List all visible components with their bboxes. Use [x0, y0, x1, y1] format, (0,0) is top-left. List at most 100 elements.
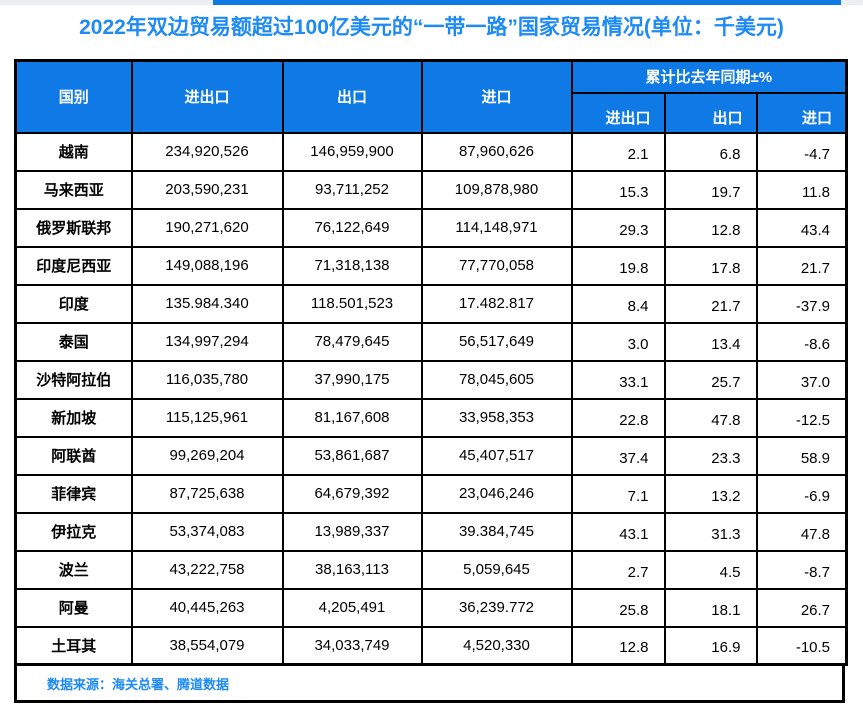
country-cell: 印度尼西亚 [14, 245, 133, 286]
trade-table: 国别 进出口 出口 进口 累计比去年同期±% 进出口 出口 进口 越南 234,9… [14, 59, 849, 666]
total-value-cell: 149,088,196 [130, 245, 284, 286]
trade-table-container: 国别 进出口 出口 进口 累计比去年同期±% 进出口 出口 进口 越南 234,9… [14, 59, 849, 703]
yoy-total-cell: 3.0 [570, 321, 666, 362]
total-value-cell: 134,997,294 [130, 321, 284, 362]
table-row: 新加坡 115,125,961 81,167,608 33,958,353 22.8 47… [14, 397, 848, 438]
total-value-cell: 43,222,758 [130, 549, 284, 590]
table-row: 菲律宾 87,725,638 64,679,392 23,046,246 7.1 13.2… [14, 473, 848, 514]
yoy-total-cell: 2.1 [570, 131, 666, 172]
yoy-total-cell: 12.8 [570, 625, 666, 666]
total-value-cell: 190,271,620 [130, 207, 284, 248]
yoy-export-cell: 23.3 [663, 435, 758, 476]
import-value-cell: 77,770,058 [420, 245, 573, 286]
source-row: 数据来源：海关总署、腾道数据 [14, 666, 845, 703]
country-cell: 泰国 [14, 321, 133, 362]
yoy-import-cell: -4.7 [755, 131, 848, 172]
yoy-total-cell: 2.7 [570, 549, 666, 590]
import-value-cell: 78,045,605 [420, 359, 573, 400]
import-value-cell: 23,046,246 [420, 473, 573, 514]
yoy-import-cell: 43.4 [755, 207, 848, 248]
country-cell: 印度 [14, 283, 133, 324]
yoy-import-cell: 11.8 [755, 169, 848, 210]
import-value-cell: 114,148,971 [420, 207, 573, 248]
yoy-import-cell: -8.7 [755, 549, 848, 590]
import-value-cell: 4,520,330 [420, 625, 573, 666]
country-cell: 阿联酋 [14, 435, 133, 476]
export-value-cell: 81,167,608 [281, 397, 423, 438]
export-value-cell: 37,990,175 [281, 359, 423, 400]
export-value-cell: 78,479,645 [281, 321, 423, 362]
country-cell: 俄罗斯联邦 [14, 207, 133, 248]
yoy-import-cell: 47.8 [755, 511, 848, 552]
import-value-cell: 87,960,626 [420, 131, 573, 172]
table-row: 马来西亚 203,590,231 93,711,252 109,878,980 15.3… [14, 169, 848, 210]
total-value-cell: 53,374,083 [130, 511, 284, 552]
yoy-export-cell: 4.5 [663, 549, 758, 590]
export-value-cell: 53,861,687 [281, 435, 423, 476]
yoy-import-cell: -8.6 [755, 321, 848, 362]
import-value-cell: 39.384,745 [420, 511, 573, 552]
yoy-total-cell: 15.3 [570, 169, 666, 210]
total-value-cell: 99,269,204 [130, 435, 284, 476]
country-cell: 波兰 [14, 549, 133, 590]
yoy-export-cell: 6.8 [663, 131, 758, 172]
country-cell: 新加坡 [14, 397, 133, 438]
total-value-cell: 115,125,961 [130, 397, 284, 438]
yoy-export-cell: 19.7 [663, 169, 758, 210]
scrollbar-thumb[interactable] [213, 0, 841, 5]
header-country: 国别 [14, 59, 133, 134]
country-cell: 伊拉克 [14, 511, 133, 552]
yoy-import-cell: -37.9 [755, 283, 848, 324]
header-export: 出口 [281, 59, 423, 134]
yoy-import-cell: 58.9 [755, 435, 848, 476]
table-row: 伊拉克 53,374,083 13,989,337 39.384,745 43.1 31.… [14, 511, 848, 552]
yoy-import-cell: 26.7 [755, 587, 848, 628]
import-value-cell: 17.482.817 [420, 283, 573, 324]
import-value-cell: 56,517,649 [420, 321, 573, 362]
export-value-cell: 146,959,900 [281, 131, 423, 172]
horizontal-scrollbar-track [0, 0, 863, 5]
country-cell: 沙特阿拉伯 [14, 359, 133, 400]
import-value-cell: 45,407,517 [420, 435, 573, 476]
table-row: 阿联酋 99,269,204 53,861,687 45,407,517 37.4 23.… [14, 435, 848, 476]
table-row: 阿曼 40,445,263 4,205,491 36,239.772 25.8 18.1 2… [14, 587, 848, 628]
yoy-total-cell: 22.8 [570, 397, 666, 438]
export-value-cell: 76,122,649 [281, 207, 423, 248]
yoy-import-cell: -6.9 [755, 473, 848, 514]
export-value-cell: 64,679,392 [281, 473, 423, 514]
yoy-export-cell: 18.1 [663, 587, 758, 628]
table-row: 泰国 134,997,294 78,479,645 56,517,649 3.0 13.4… [14, 321, 848, 362]
import-value-cell: 33,958,353 [420, 397, 573, 438]
yoy-import-cell: 37.0 [755, 359, 848, 400]
yoy-import-cell: -10.5 [755, 625, 848, 666]
total-value-cell: 203,590,231 [130, 169, 284, 210]
total-value-cell: 234,920,526 [130, 131, 284, 172]
yoy-total-cell: 8.4 [570, 283, 666, 324]
total-value-cell: 87,725,638 [130, 473, 284, 514]
yoy-total-cell: 29.3 [570, 207, 666, 248]
yoy-total-cell: 7.1 [570, 473, 666, 514]
table-row: 俄罗斯联邦 190,271,620 76,122,649 114,148,971 29.… [14, 207, 848, 248]
yoy-import-cell: -12.5 [755, 397, 848, 438]
yoy-total-cell: 43.1 [570, 511, 666, 552]
yoy-total-cell: 25.8 [570, 587, 666, 628]
country-cell: 越南 [14, 131, 133, 172]
table-row: 印度 135.984.340 118.501,523 17.482.817 8.4 21.… [14, 283, 848, 324]
header-yoy-export: 出口 [663, 91, 758, 134]
header-import: 进口 [420, 59, 573, 134]
export-value-cell: 118.501,523 [281, 283, 423, 324]
header-total: 进出口 [130, 59, 284, 134]
yoy-export-cell: 31.3 [663, 511, 758, 552]
export-value-cell: 71,318,138 [281, 245, 423, 286]
yoy-export-cell: 47.8 [663, 397, 758, 438]
yoy-total-cell: 33.1 [570, 359, 666, 400]
data-source-note: 数据来源：海关总署、腾道数据 [47, 676, 230, 692]
table-row: 沙特阿拉伯 116,035,780 37,990,175 78,045,605 33.1… [14, 359, 848, 400]
country-cell: 马来西亚 [14, 169, 133, 210]
yoy-export-cell: 25.7 [663, 359, 758, 400]
header-yoy-total: 进出口 [570, 91, 666, 134]
import-value-cell: 5,059,645 [420, 549, 573, 590]
yoy-export-cell: 21.7 [663, 283, 758, 324]
page-title: 2022年双边贸易额超过100亿美元的“一带一路”国家贸易情况(单位：千美元) [79, 16, 784, 39]
total-value-cell: 116,035,780 [130, 359, 284, 400]
